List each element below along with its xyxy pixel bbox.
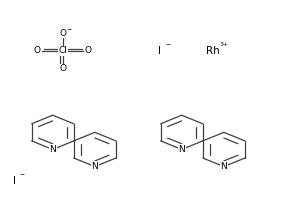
Text: O: O: [59, 29, 67, 38]
Text: −: −: [165, 42, 170, 47]
Text: N: N: [178, 145, 185, 154]
Text: Rh: Rh: [206, 46, 219, 56]
Text: N: N: [91, 162, 98, 171]
Text: −: −: [67, 26, 72, 31]
Text: N: N: [221, 162, 227, 171]
Text: O: O: [85, 46, 92, 55]
Text: 3+: 3+: [220, 42, 229, 47]
Text: I: I: [13, 176, 16, 186]
Text: I: I: [158, 46, 161, 56]
Text: O: O: [34, 46, 41, 55]
Text: Cl: Cl: [59, 46, 67, 55]
Text: −: −: [20, 172, 25, 177]
Text: O: O: [59, 64, 67, 73]
Text: N: N: [49, 145, 56, 154]
